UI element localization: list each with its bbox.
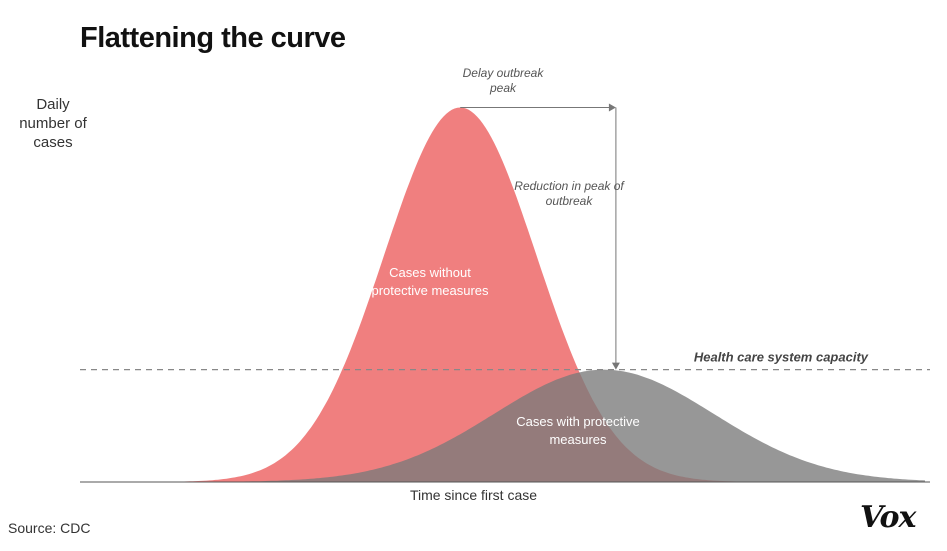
capacity-label: Health care system capacity: [694, 350, 869, 365]
y-axis-label: Daily number of cases: [19, 96, 87, 151]
source-note: Source: CDC: [8, 520, 91, 536]
delay-annotation: Delay outbreak peak: [463, 66, 545, 95]
reduction-annotation: Reduction in peak of outbreak: [514, 179, 625, 208]
curve-with-measures: [80, 369, 925, 482]
label-with-measures: Cases with protective measures: [516, 414, 640, 447]
x-axis-label: Time since first case: [409, 487, 538, 503]
delay-arrow-head: [608, 103, 616, 112]
reduction-arrow-head: [611, 362, 620, 370]
label-without-measures: Cases without protective measures: [371, 265, 489, 298]
chart-title: Flattening the curve: [80, 22, 346, 54]
vox-logo: Vox: [860, 500, 916, 535]
curve-without-measures: [80, 107, 925, 482]
